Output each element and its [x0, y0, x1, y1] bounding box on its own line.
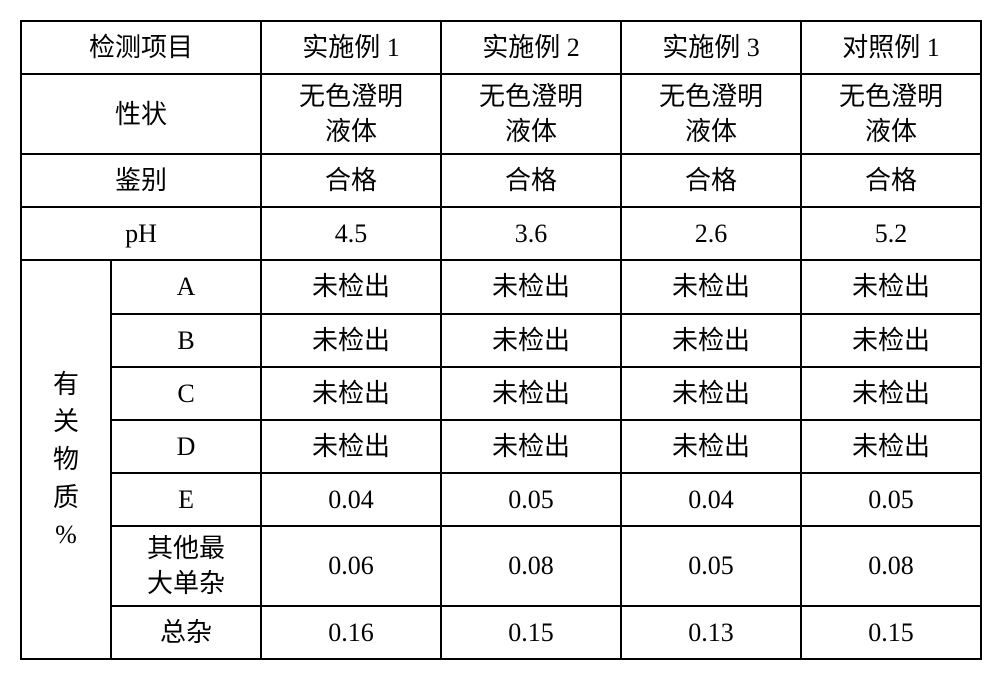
cell-value: 合格 [441, 154, 621, 207]
sub-label: 其他最大单杂 [111, 526, 261, 606]
cell-value: 未检出 [261, 260, 441, 313]
table-row: E 0.04 0.05 0.04 0.05 [21, 473, 981, 526]
cell-value: 无色澄明液体 [621, 74, 801, 154]
row-label-identify: 鉴别 [21, 154, 261, 207]
row-label-appearance: 性状 [21, 74, 261, 154]
cell-value: 未检出 [621, 260, 801, 313]
table-row: 性状 无色澄明液体 无色澄明液体 无色澄明液体 无色澄明液体 [21, 74, 981, 154]
header-ctrl1: 对照例 1 [801, 21, 981, 74]
cell-value: 无色澄明液体 [441, 74, 621, 154]
cell-value: 0.05 [801, 473, 981, 526]
cell-value: 0.06 [261, 526, 441, 606]
cell-value: 0.08 [801, 526, 981, 606]
cell-value: 未检出 [801, 420, 981, 473]
cell-value: 未检出 [441, 420, 621, 473]
row-label-ph: pH [21, 207, 261, 260]
cell-value: 0.05 [441, 473, 621, 526]
sub-label: C [111, 367, 261, 420]
sub-label: A [111, 260, 261, 313]
group-label-text: 有关物质% [22, 366, 110, 554]
cell-value: 合格 [621, 154, 801, 207]
table-row: 其他最大单杂 0.06 0.08 0.05 0.08 [21, 526, 981, 606]
group-label-related: 有关物质% [21, 260, 111, 659]
cell-value: 未检出 [261, 367, 441, 420]
table-row: 有关物质% A 未检出 未检出 未检出 未检出 [21, 260, 981, 313]
cell-value: 合格 [261, 154, 441, 207]
sub-label: E [111, 473, 261, 526]
header-ex1: 实施例 1 [261, 21, 441, 74]
cell-value: 未检出 [801, 260, 981, 313]
header-ex2: 实施例 2 [441, 21, 621, 74]
cell-value: 未检出 [261, 420, 441, 473]
cell-value: 未检出 [621, 367, 801, 420]
cell-value: 未检出 [621, 314, 801, 367]
cell-value: 未检出 [441, 367, 621, 420]
cell-value: 无色澄明液体 [261, 74, 441, 154]
table-row: 检测项目 实施例 1 实施例 2 实施例 3 对照例 1 [21, 21, 981, 74]
cell-value: 未检出 [801, 367, 981, 420]
header-ex3: 实施例 3 [621, 21, 801, 74]
cell-value: 0.05 [621, 526, 801, 606]
cell-value: 未检出 [621, 420, 801, 473]
cell-value: 5.2 [801, 207, 981, 260]
table-row: pH 4.5 3.6 2.6 5.2 [21, 207, 981, 260]
table-row: B 未检出 未检出 未检出 未检出 [21, 314, 981, 367]
spec-table: 检测项目 实施例 1 实施例 2 实施例 3 对照例 1 性状 无色澄明液体 无… [20, 20, 982, 660]
table-row: 鉴别 合格 合格 合格 合格 [21, 154, 981, 207]
table-row: C 未检出 未检出 未检出 未检出 [21, 367, 981, 420]
cell-value: 2.6 [621, 207, 801, 260]
table-row: D 未检出 未检出 未检出 未检出 [21, 420, 981, 473]
header-item: 检测项目 [21, 21, 261, 74]
sub-label: B [111, 314, 261, 367]
cell-value: 0.04 [621, 473, 801, 526]
cell-value: 未检出 [441, 314, 621, 367]
cell-value: 未检出 [261, 314, 441, 367]
cell-value: 3.6 [441, 207, 621, 260]
cell-value: 无色澄明液体 [801, 74, 981, 154]
cell-value: 4.5 [261, 207, 441, 260]
cell-value: 0.04 [261, 473, 441, 526]
sub-label: D [111, 420, 261, 473]
cell-value: 未检出 [441, 260, 621, 313]
cell-value: 未检出 [801, 314, 981, 367]
cell-value: 合格 [801, 154, 981, 207]
cell-value: 0.08 [441, 526, 621, 606]
